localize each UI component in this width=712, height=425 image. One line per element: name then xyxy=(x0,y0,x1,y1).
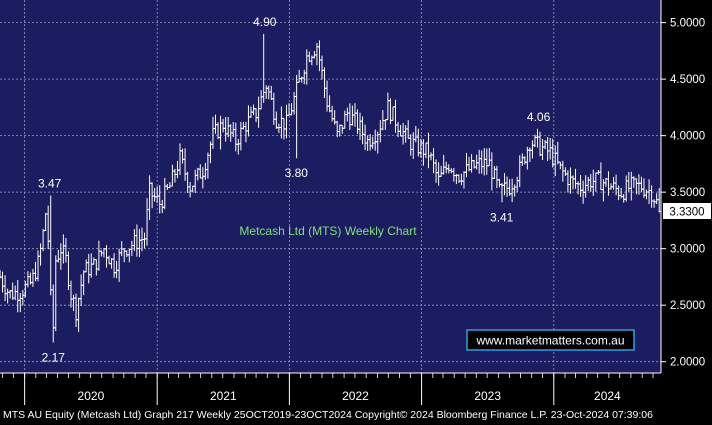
y-tick-label: 3.0000 xyxy=(670,244,705,256)
annotation-label: 4.90 xyxy=(253,15,277,29)
price-bars xyxy=(0,33,662,343)
x-tick-label: 2022 xyxy=(342,389,369,403)
x-tick-label: 2020 xyxy=(78,389,105,403)
annotations: 3.47 2.17 4.90 3.80 3.41 4.06 xyxy=(38,15,551,365)
watermark-box xyxy=(466,329,635,351)
annotation-label: 4.06 xyxy=(527,110,551,124)
x-tick-label: 2024 xyxy=(594,389,621,403)
y-tick-label: 2.5000 xyxy=(670,300,705,312)
y-tick-label: 4.0000 xyxy=(670,131,705,143)
watermark: www.marketmatters.com.au xyxy=(466,329,635,351)
watermark-text: www.marketmatters.com.au xyxy=(475,334,624,348)
last-price-text: 3.3300 xyxy=(669,207,704,219)
y-tick-label: 3.5000 xyxy=(670,187,705,199)
x-tick-label: 2021 xyxy=(210,389,237,403)
x-axis: 2020 2021 2022 2023 2024 xyxy=(0,372,661,405)
footer: MTS AU Equity (Metcash Ltd) Graph 217 We… xyxy=(0,406,712,425)
annotation-label: 3.80 xyxy=(285,166,309,180)
annotation-label: 3.41 xyxy=(490,210,514,224)
x-tick-label: 2023 xyxy=(474,389,501,403)
annotation-label: 3.47 xyxy=(38,177,62,191)
annotation-label: 2.17 xyxy=(42,350,66,364)
y-axis: 2.0000 2.5000 3.0000 3.5000 4.0000 4.5000 5.00… xyxy=(660,0,705,373)
chart-title: Metcash Ltd (MTS) Weekly Chart xyxy=(239,224,417,238)
footer-text: MTS AU Equity (Metcash Ltd) Graph 217 We… xyxy=(3,409,653,421)
y-tick-label: 5.0000 xyxy=(670,18,705,30)
y-tick-label: 2.0000 xyxy=(670,357,705,369)
last-price-box xyxy=(663,203,711,219)
plot-area xyxy=(0,0,661,373)
y-tick-label: 4.5000 xyxy=(670,74,705,86)
last-price-label: 3.3300 xyxy=(663,203,711,219)
